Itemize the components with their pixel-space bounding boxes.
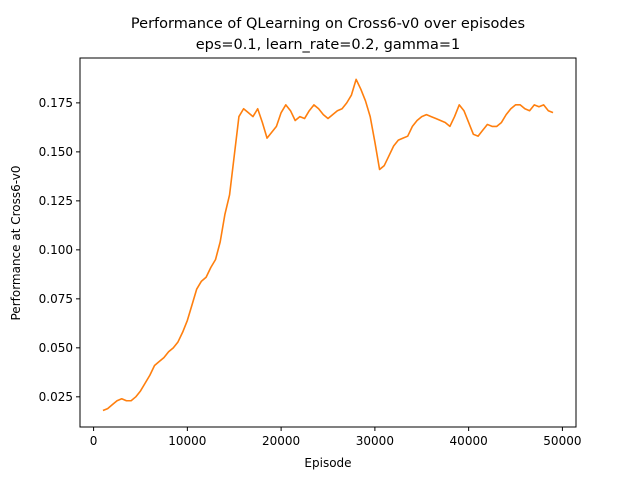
y-tick-label: 0.175 xyxy=(39,96,73,110)
chart-subtitle: eps=0.1, learn_rate=0.2, gamma=1 xyxy=(196,37,461,53)
x-tick-label: 0 xyxy=(90,434,98,448)
y-tick-label: 0.025 xyxy=(39,390,73,404)
y-tick-label: 0.150 xyxy=(39,145,73,159)
x-tick-label: 50000 xyxy=(543,434,581,448)
x-axis-ticks: 0 10000 20000 30000 40000 50000 xyxy=(90,427,581,448)
y-axis-label: Performance at Cross6-v0 xyxy=(9,165,23,320)
x-tick-label: 10000 xyxy=(168,434,206,448)
x-tick-label: 20000 xyxy=(262,434,300,448)
axes-frame xyxy=(79,57,577,428)
y-tick-label: 0.075 xyxy=(39,292,73,306)
x-tick-label: 40000 xyxy=(450,434,488,448)
y-tick-label: 0.125 xyxy=(39,194,73,208)
y-tick-label: 0.100 xyxy=(39,243,73,257)
plot-area: 0 10000 20000 30000 40000 50000 0.0250.0500.0… xyxy=(39,57,581,448)
chart-title: Performance of QLearning on Cross6-v0 ov… xyxy=(131,16,525,32)
x-tick-label: 30000 xyxy=(356,434,394,448)
series-layer xyxy=(102,78,554,412)
series-line-0 xyxy=(102,78,554,412)
y-axis-ticks: 0.025 0.050 0.075 0.100 0.125 0.150 0.175 xyxy=(39,96,80,404)
x-axis-label: Episode xyxy=(304,456,351,470)
y-tick-label: 0.050 xyxy=(39,341,73,355)
